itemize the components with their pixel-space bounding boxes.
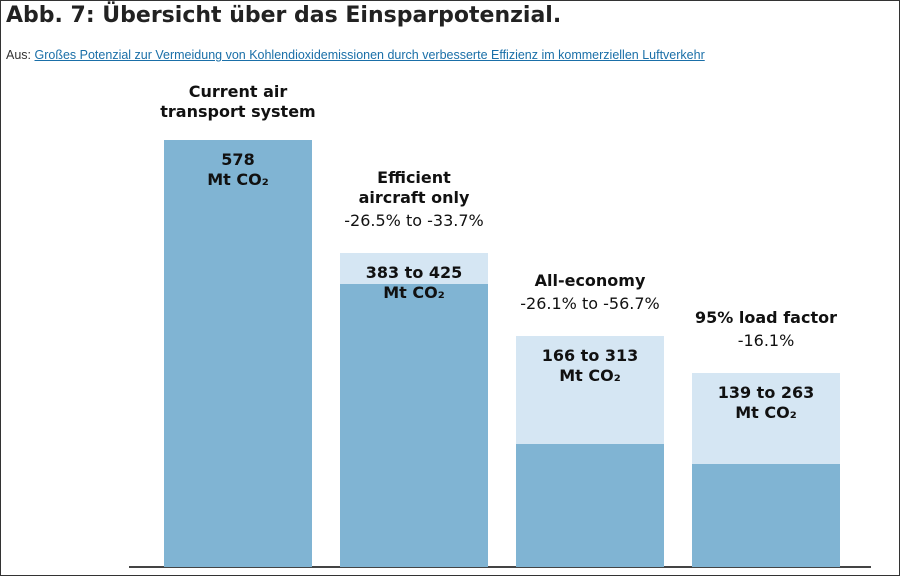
bar-range — [692, 372, 840, 465]
category-label: All-economy — [534, 270, 646, 290]
bar-low — [340, 283, 488, 567]
title: Abb. 7: Übersicht über das Einsparpotenz… — [6, 3, 562, 28]
change-label: -16.1% — [737, 330, 795, 350]
value-label: 383 to 425 — [365, 262, 463, 282]
bar-range — [340, 252, 488, 284]
baseline — [129, 566, 871, 568]
change-label: -26.5% to -33.7% — [344, 210, 484, 230]
value-label-block: 139 to 263 Mt CO₂ — [692, 383, 840, 423]
unit-label: Mt CO₂ — [559, 365, 621, 385]
bar-low — [164, 139, 312, 567]
unit-label: Mt CO₂ — [207, 169, 269, 189]
source-prefix: Aus: — [6, 48, 32, 62]
change-label: -26.1% to -56.7% — [520, 293, 660, 313]
source: Aus: Großes Potenzial zur Vermeidung von… — [6, 48, 705, 62]
value-label: 166 to 313 — [541, 345, 639, 365]
category-label: 95% load factor — [695, 307, 837, 327]
value-label: 139 to 263 — [717, 382, 815, 402]
category-label: Efficient aircraft only — [358, 167, 470, 207]
bar-low — [692, 464, 840, 567]
unit-label: Mt CO₂ — [735, 402, 797, 422]
value-label-block: 578 Mt CO₂ — [164, 150, 312, 190]
value-label-block: 166 to 313 Mt CO₂ — [516, 346, 664, 386]
value-label-block: 383 to 425 Mt CO₂ — [340, 263, 488, 303]
value-label: 578 — [221, 149, 255, 169]
unit-label: Mt CO₂ — [383, 282, 445, 302]
source-link[interactable]: Großes Potenzial zur Vermeidung von Kohl… — [34, 48, 705, 62]
category-label: Current air transport system — [160, 81, 316, 121]
bar-low — [516, 444, 664, 567]
bar-range — [516, 335, 664, 445]
